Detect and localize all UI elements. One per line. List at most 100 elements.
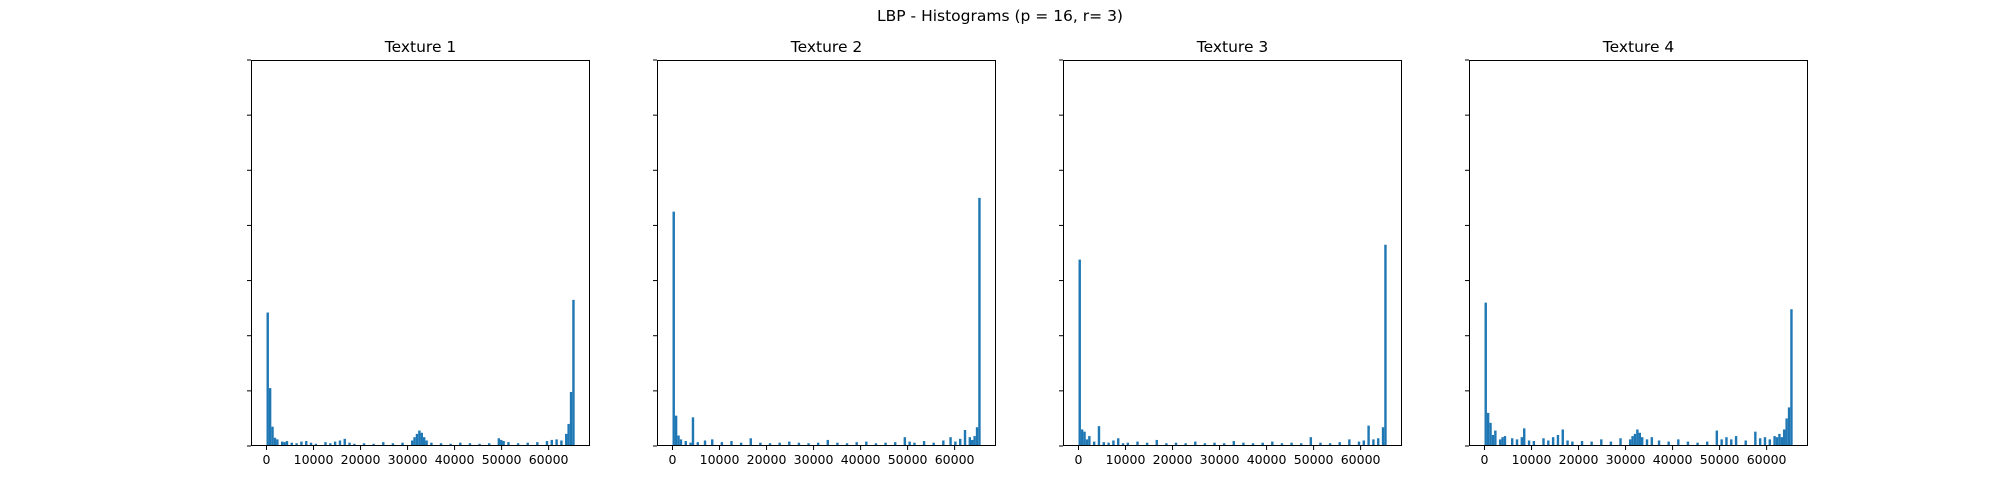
histogram-bar — [1754, 431, 1757, 446]
histogram-bar — [329, 443, 332, 446]
histogram-bar — [922, 441, 926, 446]
histogram-bar — [1686, 441, 1690, 446]
x-tick-label: 20000 — [747, 452, 787, 467]
histogram-bar — [1775, 437, 1779, 446]
x-tick-label: 30000 — [1200, 452, 1240, 467]
histogram-bar — [1145, 442, 1149, 446]
axes-background — [1469, 60, 1808, 446]
histogram-bar — [1280, 443, 1284, 446]
histogram-bar — [1088, 436, 1091, 446]
histogram-bar — [1484, 302, 1487, 446]
histogram-bar — [1251, 443, 1255, 446]
histogram-bar — [1494, 430, 1497, 446]
histogram-bar — [1489, 422, 1492, 446]
x-tick-label: 0 — [263, 452, 271, 467]
x-tick-label: 50000 — [888, 452, 928, 467]
histogram-bar — [1491, 434, 1495, 446]
histogram-bar — [884, 442, 887, 446]
histogram-bar — [439, 443, 443, 446]
histogram-bar — [555, 439, 558, 446]
histogram-bar — [1290, 442, 1293, 446]
histogram-bar — [526, 442, 529, 446]
histogram-bar — [1768, 439, 1771, 446]
histogram-bar — [1165, 443, 1168, 446]
histogram-bar — [1600, 439, 1603, 446]
x-tick-label: 60000 — [529, 452, 569, 467]
histogram-bar — [855, 442, 858, 446]
histogram-bar — [1744, 440, 1747, 446]
histogram-bar — [1486, 412, 1490, 446]
histogram-bar — [497, 438, 501, 446]
histogram-bar — [1631, 436, 1634, 446]
axes-frame — [1063, 60, 1402, 446]
histogram-bar — [677, 435, 680, 446]
histogram-bar — [283, 442, 286, 446]
histogram-bar — [1121, 443, 1125, 446]
histogram-bar — [1527, 440, 1531, 446]
histogram-bars — [266, 299, 575, 446]
histogram-bar — [1261, 442, 1264, 446]
histogram-bar — [507, 442, 510, 446]
x-tick-label: 30000 — [388, 452, 428, 467]
histogram-bar — [415, 433, 419, 446]
histogram-bar — [425, 440, 428, 446]
histogram-bar — [1080, 429, 1084, 446]
histogram-bar — [410, 440, 414, 446]
histogram-bar — [285, 441, 289, 446]
axes-background — [657, 60, 996, 446]
histogram-bar — [309, 442, 313, 446]
histogram-bar — [908, 441, 911, 446]
axes-frame — [1469, 60, 1808, 446]
histogram-bar — [372, 443, 375, 446]
histogram-bar — [1097, 426, 1101, 446]
x-tick-label: 20000 — [1153, 452, 1193, 467]
histogram-bar — [401, 442, 404, 446]
histogram-bar — [1640, 437, 1644, 446]
histogram-bar — [1112, 440, 1115, 446]
histogram-bar — [778, 442, 781, 446]
histogram-bar — [422, 437, 426, 446]
histogram-bar — [684, 441, 687, 446]
x-tick-label: 60000 — [935, 452, 975, 467]
histogram-bar — [913, 442, 916, 446]
histogram-bars — [1078, 244, 1387, 446]
histogram-bar — [1720, 439, 1723, 446]
x-tick-label: 40000 — [1653, 452, 1693, 467]
x-tick-label: 30000 — [794, 452, 834, 467]
histogram-bar — [696, 442, 699, 446]
histogram-bar — [266, 312, 269, 446]
histogram-bar — [1498, 439, 1502, 446]
histogram-bar — [1503, 436, 1507, 446]
histogram-bar — [672, 211, 675, 446]
histogram-bar — [958, 438, 962, 446]
axes-frame — [251, 60, 590, 446]
histogram-bar — [1542, 438, 1545, 446]
histogram-bar — [942, 440, 945, 446]
histogram-bar — [1556, 434, 1560, 446]
x-tick-label: 40000 — [841, 452, 881, 467]
histogram-bar — [1645, 439, 1649, 446]
histogram-bar — [720, 442, 724, 446]
histogram-bar — [1102, 442, 1105, 446]
histogram-bar — [865, 441, 868, 446]
histogram-bar — [478, 443, 481, 446]
histogram-bar — [1758, 438, 1762, 446]
histogram-bar — [1532, 441, 1536, 446]
histogram-bar — [1609, 441, 1613, 446]
panel-title: Texture 4 — [1602, 38, 1675, 56]
x-tick-label: 60000 — [1341, 452, 1381, 467]
histogram-bar — [271, 426, 274, 446]
histogram-bar — [845, 443, 849, 446]
histogram-bar — [973, 436, 976, 446]
histogram-bar — [430, 442, 433, 446]
histogram-bar — [691, 417, 695, 446]
histogram-bar — [1730, 439, 1733, 446]
histogram-bar — [418, 430, 421, 446]
histogram-bar — [1638, 432, 1641, 446]
histogram-bar — [1785, 418, 1788, 446]
histogram-bar — [1547, 440, 1550, 446]
histogram-bar — [300, 441, 303, 446]
x-tick-label: 20000 — [341, 452, 381, 467]
histogram-bar — [1107, 442, 1110, 446]
